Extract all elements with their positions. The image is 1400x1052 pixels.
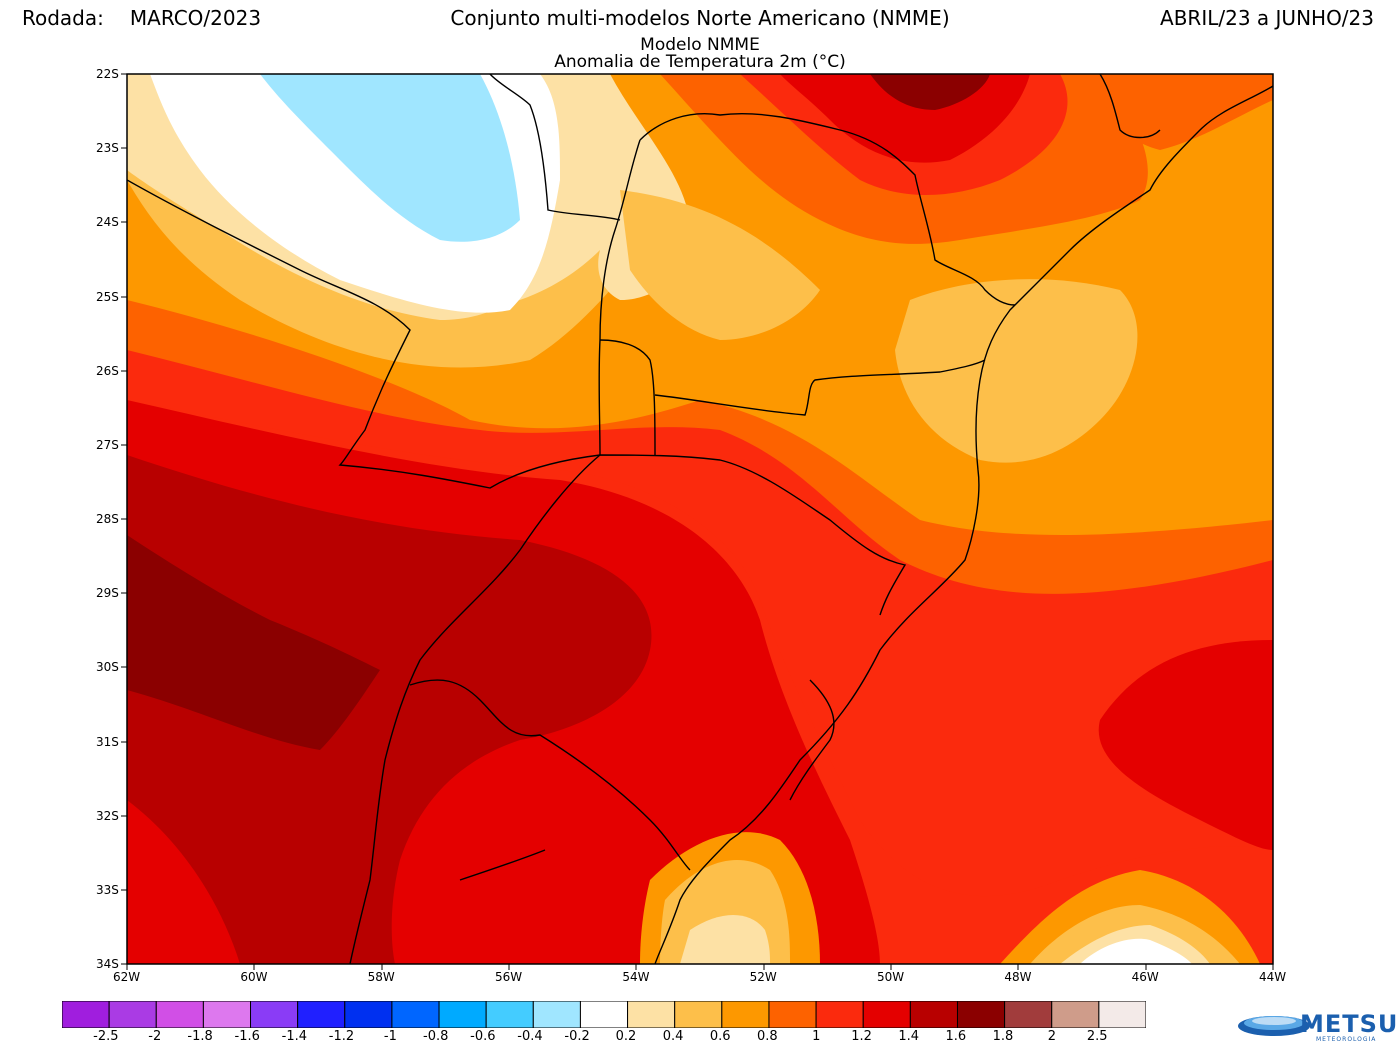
longitude-label: 56W <box>495 970 523 984</box>
legend-tick-label: 1.6 <box>945 1029 967 1044</box>
run-value: MARCO/2023 <box>129 6 262 30</box>
longitude-label: 54W <box>622 970 650 984</box>
longitude-label: 50W <box>877 970 905 984</box>
legend-tick-label: 0.4 <box>662 1029 684 1044</box>
legend-swatch <box>297 1001 346 1028</box>
latitude-label: 29S <box>96 586 119 601</box>
legend-tick-label: 0.2 <box>615 1029 637 1044</box>
longitude-label: 52W <box>749 970 777 984</box>
metsul-logo-icon <box>1238 1016 1310 1036</box>
latitude-label: 34S <box>96 957 119 971</box>
legend-swatch <box>108 1001 157 1028</box>
forecast-period: ABRIL/23 a JUNHO/23 <box>1160 6 1374 30</box>
longitude-label: 58W <box>367 970 395 984</box>
legend-tick-label: -0.8 <box>423 1029 449 1044</box>
legend-tick-label: -1.6 <box>234 1029 260 1044</box>
color-legend <box>62 1001 1146 1028</box>
page-title: Conjunto multi-modelos Norte Americano (… <box>450 6 950 30</box>
legend-tick-label: -0.6 <box>470 1029 496 1044</box>
latitude-label: 33S <box>96 882 119 897</box>
latitude-label: 30S <box>96 660 119 675</box>
anomaly-map <box>121 73 1274 970</box>
legend-swatch <box>250 1001 299 1028</box>
latitude-label: 28S <box>96 512 119 526</box>
longitude-label: 46W <box>1131 970 1159 984</box>
legend-tick-label: -0.4 <box>517 1029 543 1044</box>
longitude-label: 62W <box>113 970 141 984</box>
longitude-label: 48W <box>1004 970 1032 984</box>
latitude-label: 32S <box>96 808 119 823</box>
logo-text: METSUL <box>1300 1010 1400 1038</box>
legend-tick-label: 1 <box>812 1029 821 1044</box>
legend-swatch <box>721 1001 770 1028</box>
legend-tick-label: 0.6 <box>709 1029 731 1044</box>
model-subtitle: Modelo NMME <box>640 35 760 55</box>
legend-tick-label: -2.5 <box>93 1029 119 1044</box>
latitude-label: 26S <box>96 363 119 378</box>
legend-tick-label: -1.4 <box>281 1029 308 1044</box>
legend-tick-label: -1.8 <box>187 1029 213 1044</box>
legend-swatch <box>1051 1001 1100 1028</box>
legend-tick-label: 1.8 <box>992 1029 1014 1044</box>
legend-swatch <box>815 1001 864 1028</box>
legend-tick-label: -2 <box>148 1029 162 1044</box>
variable-subtitle: Anomalia de Temperatura 2m (°C) <box>554 52 846 72</box>
longitude-label: 44W <box>1259 970 1287 984</box>
legend-tick-label: -1.2 <box>328 1029 355 1044</box>
legend-swatch <box>344 1001 393 1028</box>
logo-subtext: METEOROLOGIA <box>1316 1036 1377 1043</box>
boundaries <box>127 74 1273 964</box>
legend-swatch <box>579 1001 629 1028</box>
latitude-label: 24S <box>96 215 119 230</box>
longitude-label: 60W <box>240 970 268 984</box>
legend-swatch <box>956 1001 1006 1028</box>
legend-tick-label: -1 <box>383 1029 397 1044</box>
legend-swatch <box>155 1001 204 1028</box>
run-info: Rodada: MARCO/2023 <box>22 6 261 30</box>
run-label: Rodada: <box>22 6 104 30</box>
legend-swatch <box>202 1001 252 1028</box>
legend-tick-label: 1.4 <box>898 1029 920 1044</box>
anomaly-contours <box>127 74 1273 964</box>
legend-swatch <box>862 1001 911 1028</box>
latitude-label: 22S <box>96 67 119 81</box>
legend-swatch <box>768 1001 817 1028</box>
latitude-label: 25S <box>96 289 119 304</box>
legend-tick-label: -0.2 <box>564 1029 590 1044</box>
latitude-label: 27S <box>96 437 119 452</box>
latitude-label: 23S <box>96 141 119 156</box>
legend-tick-label: 2 <box>1047 1029 1057 1044</box>
latitude-label: 31S <box>96 734 119 749</box>
legend-swatch <box>1098 1001 1146 1028</box>
legend-swatch <box>674 1001 723 1028</box>
legend-tick-label: 1.2 <box>851 1029 872 1044</box>
legend-swatch <box>485 1001 534 1028</box>
legend-swatch <box>438 1001 487 1028</box>
legend-swatch <box>62 1001 110 1028</box>
legend-tick-label: 0.8 <box>756 1029 778 1044</box>
legend-swatch <box>909 1001 958 1028</box>
legend-swatch <box>1004 1001 1053 1028</box>
legend-swatch <box>391 1001 440 1028</box>
legend-tick-label: 2.5 <box>1086 1029 1108 1044</box>
legend-swatch <box>532 1001 581 1028</box>
legend-swatch <box>627 1001 676 1028</box>
